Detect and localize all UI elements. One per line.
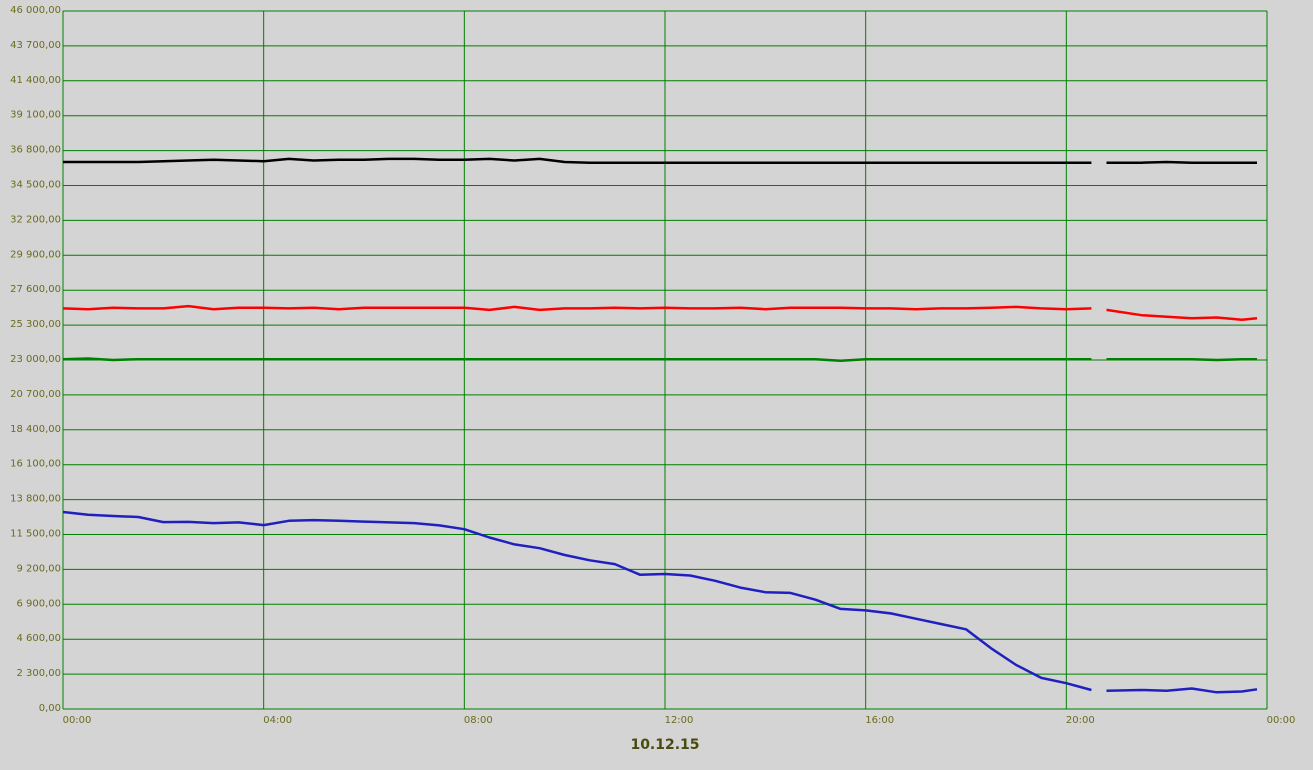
series-line (62, 304, 1258, 322)
y-tick-label: 9 200,00 (16, 563, 61, 574)
x-tick-label: 04:00 (263, 715, 292, 726)
x-tick-label: 16:00 (865, 715, 894, 726)
x-tick-label: 20:00 (1066, 715, 1095, 726)
y-tick-label: 11 500,00 (10, 529, 61, 540)
y-tick-label: 32 200,00 (10, 214, 61, 225)
y-tick-label: 46 000,00 (10, 5, 61, 16)
x-tick-label: 00:00 (1267, 715, 1296, 726)
y-tick-label: 25 300,00 (10, 319, 61, 330)
y-tick-label: 23 000,00 (10, 354, 61, 365)
y-tick-label: 0,00 (39, 703, 61, 714)
series-line (62, 357, 1257, 363)
x-tick-label: 08:00 (464, 715, 493, 726)
x-tick-label: 12:00 (665, 715, 694, 726)
y-tick-label: 29 900,00 (10, 249, 61, 260)
y-tick-label: 34 500,00 (10, 180, 61, 191)
y-tick-label: 4 600,00 (16, 633, 61, 644)
y-tick-label: 18 400,00 (10, 424, 61, 435)
series-line (63, 157, 1257, 164)
y-tick-label: 41 400,00 (10, 75, 61, 86)
y-tick-label: 43 700,00 (10, 40, 61, 51)
y-tick-label: 2 300,00 (16, 668, 61, 679)
y-tick-label: 20 700,00 (10, 389, 61, 400)
y-tick-label: 16 100,00 (10, 459, 61, 470)
y-tick-label: 27 600,00 (10, 284, 61, 295)
y-tick-label: 39 100,00 (10, 110, 61, 121)
series-line (62, 510, 1258, 694)
x-tick-label: 00:00 (63, 715, 92, 726)
y-tick-label: 13 800,00 (10, 494, 61, 505)
y-tick-label: 6 900,00 (16, 598, 61, 609)
x-axis-label: 10.12.15 (630, 737, 699, 753)
y-tick-label: 36 800,00 (10, 145, 61, 156)
